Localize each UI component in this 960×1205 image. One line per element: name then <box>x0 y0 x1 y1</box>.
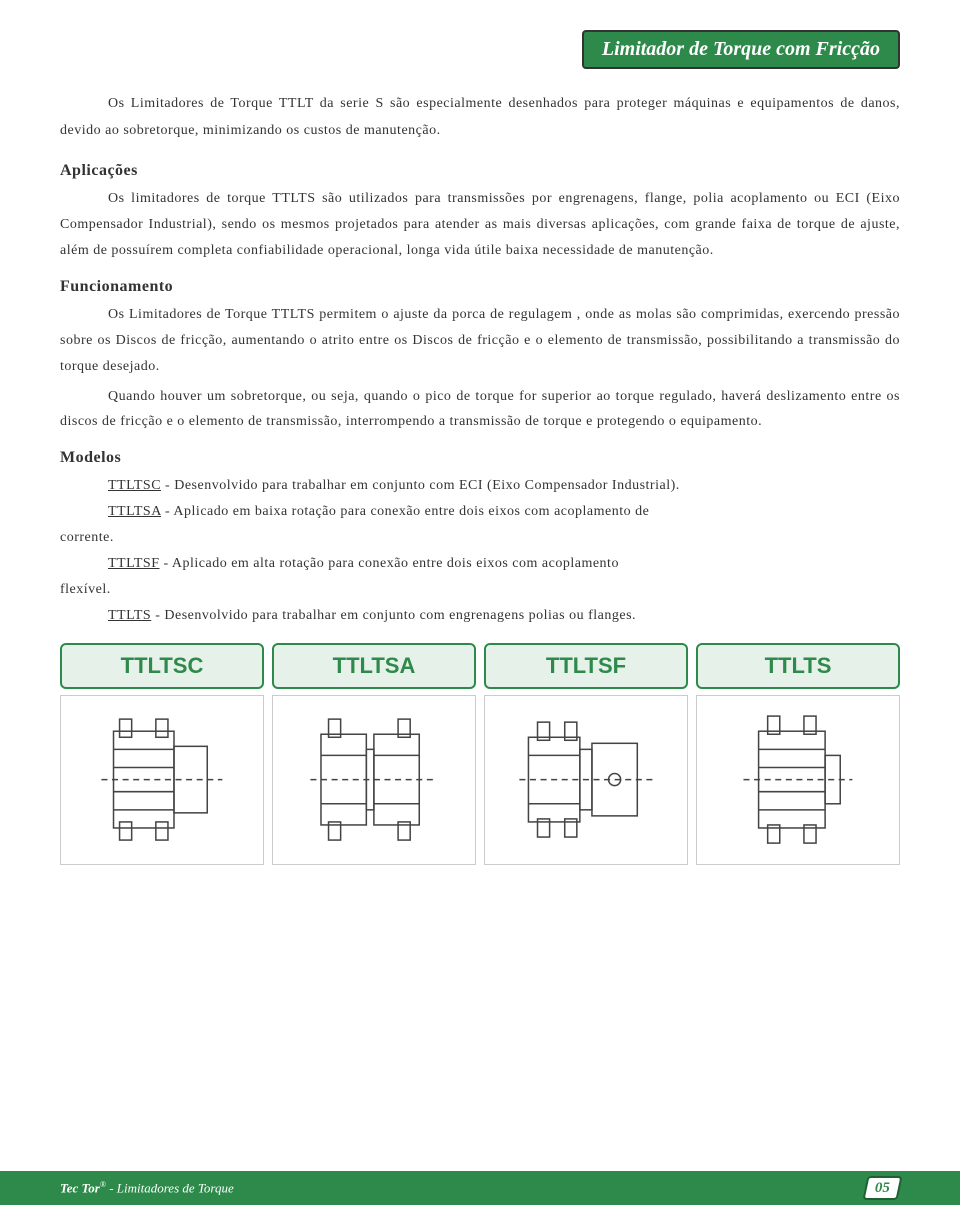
model-diagram-ttltsc <box>60 695 264 865</box>
model-header-cell: TTLTSC <box>60 643 264 689</box>
model-desc: - Aplicado em alta rotação para conexão … <box>160 556 619 571</box>
page-number-badge: 05 <box>862 1176 902 1200</box>
model-cont: corrente. <box>60 525 900 551</box>
aplicacoes-text: Os limitadores de torque TTLTS são utili… <box>60 186 900 264</box>
modelos-list: TTLTSC - Desenvolvido para trabalhar em … <box>60 473 900 628</box>
footer-suffix: - Limitadores de Torque <box>106 1180 234 1195</box>
model-desc: - Desenvolvido para trabalhar em conjunt… <box>151 608 636 623</box>
model-header-label: TTLTS <box>765 653 832 678</box>
footer-brand: Tec Tor <box>60 1180 100 1195</box>
heading-aplicacoes: Aplicações <box>60 162 900 180</box>
model-diagram-ttltsf <box>484 695 688 865</box>
model-header-row: TTLTSC TTLTSA TTLTSF TTLTS <box>60 643 900 689</box>
footer-brand-line: Tec Tor® - Limitadores de Torque <box>60 1180 234 1196</box>
heading-funcionamento: Funcionamento <box>60 278 900 296</box>
funcionamento-p1: Os Limitadores de Torque TTLTS permitem … <box>60 302 900 380</box>
model-header-cell: TTLTS <box>696 643 900 689</box>
page-number: 05 <box>875 1180 890 1197</box>
coupling-icon <box>71 704 253 855</box>
model-code: TTLTS <box>108 608 151 623</box>
model-header-cell: TTLTSA <box>272 643 476 689</box>
model-header-label: TTLTSF <box>546 653 626 678</box>
model-desc: - Aplicado em baixa rotação para conexão… <box>161 504 649 519</box>
coupling-icon <box>283 704 465 855</box>
model-header-label: TTLTSA <box>333 653 416 678</box>
model-code: TTLTSC <box>108 478 161 493</box>
intro-paragraph: Os Limitadores de Torque TTLT da serie S… <box>60 91 900 144</box>
model-diagram-ttlts <box>696 695 900 865</box>
coupling-icon <box>707 704 889 855</box>
model-code: TTLTSF <box>108 556 160 571</box>
funcionamento-p2: Quando houver um sobretorque, ou seja, q… <box>60 384 900 436</box>
model-code: TTLTSA <box>108 504 161 519</box>
model-header-label: TTLTSC <box>121 653 204 678</box>
model-diagram-ttltsa <box>272 695 476 865</box>
page-title: Limitador de Torque com Fricção <box>602 38 880 60</box>
model-header-cell: TTLTSF <box>484 643 688 689</box>
page-footer: Tec Tor® - Limitadores de Torque 05 <box>0 1171 960 1205</box>
page-title-box: Limitador de Torque com Fricção <box>582 30 900 69</box>
heading-modelos: Modelos <box>60 449 900 467</box>
coupling-icon <box>495 704 677 855</box>
model-desc: - Desenvolvido para trabalhar em conjunt… <box>161 478 680 493</box>
model-cont: flexível. <box>60 577 900 603</box>
model-image-row <box>60 695 900 865</box>
